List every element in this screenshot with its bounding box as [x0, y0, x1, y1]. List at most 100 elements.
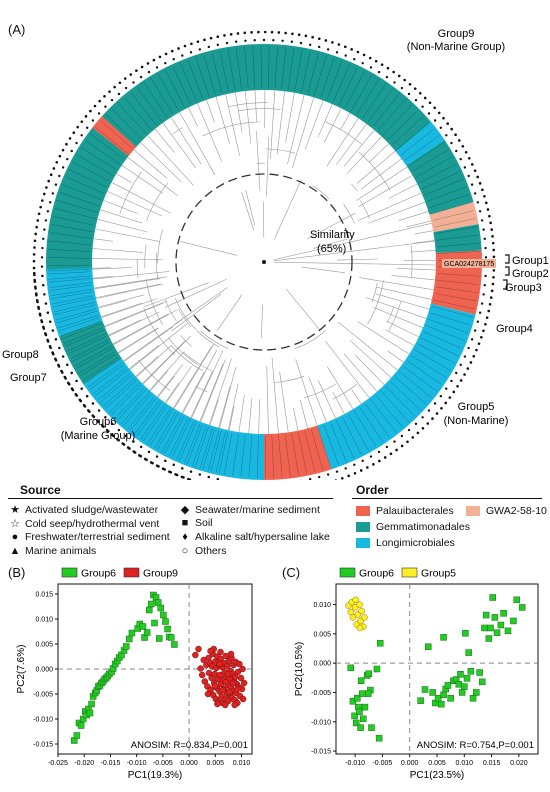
legend-source-seawater: ◆ Seawater/marine sediment	[178, 503, 320, 517]
data-point	[469, 695, 477, 702]
tree-root-dot	[262, 260, 266, 264]
data-point	[356, 601, 363, 608]
data-point	[73, 732, 81, 739]
legend-label: Group5	[421, 568, 456, 580]
data-point	[473, 689, 480, 696]
series-group9	[192, 645, 248, 709]
data-point	[219, 686, 226, 694]
pca-chart-b: -0.025 -0.020 -0.015 -0.010 -0.005 0.000 0.005…	[16, 567, 253, 781]
data-point	[467, 668, 475, 675]
data-point	[79, 715, 87, 723]
data-point	[352, 719, 360, 727]
legend-source-others: ○ Others	[178, 545, 227, 557]
legend-entry-group5: Group5	[401, 567, 456, 580]
data-point	[361, 703, 369, 711]
triangle-filled-icon: ▲	[9, 545, 21, 557]
data-point	[126, 635, 133, 643]
data-point	[128, 629, 136, 637]
pca-chart-c: -0.010 -0.005 0.000 0.005 0.010 0.015 0.020 -0.…	[294, 567, 539, 781]
y-tick-label: 0.000	[35, 667, 53, 674]
group4-annotation: Group4	[496, 323, 533, 335]
data-point	[214, 700, 221, 708]
legend-label: Group9	[143, 568, 178, 580]
data-point	[458, 689, 466, 696]
legend-entry-group6: Group6	[339, 568, 394, 580]
data-point	[504, 627, 512, 635]
y-tick-label: -0.005	[311, 690, 331, 697]
data-point	[154, 599, 162, 606]
ring-group5	[317, 303, 476, 470]
group9-label: Group9	[438, 28, 475, 40]
ring-group1	[429, 201, 479, 233]
group3-annotation: Group3	[503, 279, 542, 294]
data-point	[440, 634, 447, 641]
x-tick-label: 0.010	[456, 760, 474, 767]
x-tick-label: 0.020	[510, 760, 528, 767]
similarity-value: (65%)	[317, 243, 346, 255]
data-point	[358, 690, 366, 697]
data-point	[479, 678, 486, 686]
x-tick-label: 0.010	[233, 760, 251, 767]
data-point	[513, 596, 520, 604]
panel-a-label: (A)	[8, 22, 26, 37]
group6-label: Group6	[80, 416, 117, 428]
ring-group7	[59, 320, 122, 384]
genome-label-tag: GCA024278175	[442, 259, 496, 268]
similarity-label: Similarity	[310, 229, 355, 241]
data-point	[237, 674, 245, 682]
data-point	[421, 686, 429, 693]
data-point	[429, 689, 436, 696]
data-point	[444, 682, 452, 689]
legend-swatch	[401, 567, 418, 578]
data-point	[216, 671, 224, 679]
series-group5	[345, 596, 368, 632]
data-point	[192, 651, 199, 659]
data-point	[368, 724, 375, 731]
group6-annotation: Group6 (Marine Group)	[61, 416, 136, 442]
ring-group8	[46, 268, 103, 337]
legend-order-gwa2: GWA2-58-10	[466, 505, 547, 517]
data-point	[354, 695, 361, 702]
x-tick-label: -0.010	[345, 760, 365, 767]
series-group6	[71, 591, 178, 744]
star-outline-icon: ☆	[10, 518, 20, 530]
group5-annotation: Group5 (Non-Marine)	[444, 401, 509, 427]
plot-frame	[335, 583, 539, 755]
data-point	[349, 614, 357, 621]
data-point	[373, 665, 381, 673]
data-point	[485, 635, 493, 642]
data-point	[351, 712, 358, 720]
x-tick-label: -0.005	[153, 760, 173, 767]
data-point	[510, 617, 517, 625]
legend-source-cold-seep: ☆ Cold seep/hydrothermal vent	[8, 517, 159, 531]
legend-source-soil: ■ Soil	[178, 517, 213, 529]
data-point	[481, 624, 488, 632]
similarity-cutoff-circle	[175, 173, 353, 351]
group3-label: Group3	[505, 282, 542, 294]
data-point	[145, 606, 153, 614]
x-tick-label: -0.015	[101, 760, 121, 767]
data-point	[222, 701, 229, 709]
group5-sublabel: (Non-Marine)	[444, 415, 509, 427]
data-point	[88, 700, 95, 708]
group7-annotation: Group7	[10, 372, 47, 384]
data-point	[77, 722, 85, 729]
data-point	[376, 639, 384, 647]
data-point	[360, 715, 367, 723]
data-point	[356, 624, 364, 632]
legend-swatch	[123, 567, 140, 578]
data-point	[122, 643, 130, 650]
data-point	[461, 683, 468, 690]
data-point	[487, 624, 494, 632]
group8-label: Group8	[2, 349, 39, 361]
data-point	[239, 665, 246, 673]
group2-label: Group2	[512, 268, 549, 280]
y-tick-label: 0.010	[313, 602, 331, 609]
data-point	[227, 650, 235, 658]
legend-source-freshwater: ● Freshwater/terrestrial sediment	[8, 531, 170, 543]
data-point	[224, 670, 232, 678]
y-tick-label: -0.005	[33, 692, 53, 699]
diamond-filled-icon: ◆	[180, 504, 190, 516]
group5-label: Group5	[458, 401, 495, 413]
y-tick-label: -0.015	[33, 742, 53, 749]
